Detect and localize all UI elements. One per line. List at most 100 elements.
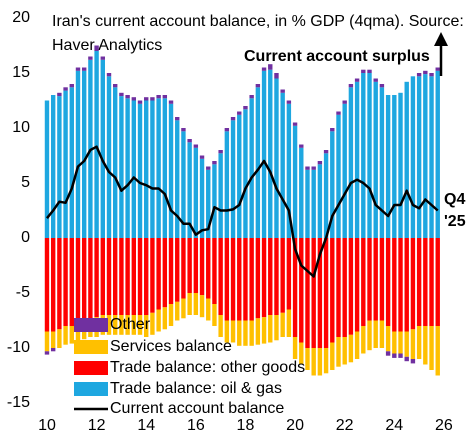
bar-segment bbox=[212, 164, 217, 238]
bar-segment bbox=[57, 96, 62, 238]
bar-segment bbox=[416, 73, 422, 77]
bar-segment bbox=[243, 109, 248, 238]
bar-segment bbox=[69, 84, 74, 88]
bar-segment bbox=[268, 238, 273, 315]
bar-segment bbox=[429, 76, 434, 238]
bar-segment bbox=[218, 238, 223, 315]
bar-segment bbox=[181, 131, 186, 238]
bar-segment bbox=[342, 103, 347, 238]
bar-segment bbox=[435, 238, 440, 326]
bar-segment bbox=[81, 70, 87, 238]
bar-segment bbox=[299, 144, 304, 148]
legend-label: Trade balance: oil & gas bbox=[110, 380, 282, 397]
x-tick-label: 12 bbox=[88, 417, 106, 434]
annotation: Current account surplus bbox=[244, 48, 430, 65]
bar-segment bbox=[113, 87, 118, 238]
legend-swatch bbox=[74, 340, 108, 354]
x-tick-label: 16 bbox=[187, 417, 205, 434]
bar-segment bbox=[274, 238, 279, 315]
chart-title: Haver Analytics bbox=[52, 37, 162, 54]
bar-segment bbox=[168, 103, 174, 238]
bar-segment bbox=[125, 238, 130, 315]
bar-segment bbox=[367, 69, 372, 73]
bar-segment bbox=[305, 238, 310, 348]
bar-segment bbox=[243, 106, 248, 110]
bar-segment bbox=[113, 238, 118, 315]
bar-segment bbox=[224, 238, 230, 321]
arrow-head bbox=[434, 32, 448, 46]
bar-segment bbox=[100, 56, 105, 60]
bar-segment bbox=[156, 309, 161, 332]
bar-segment bbox=[323, 150, 329, 154]
bar-segment bbox=[429, 326, 434, 370]
legend-label: Services balance bbox=[110, 338, 232, 355]
legend-swatch bbox=[74, 361, 108, 375]
bar-segment bbox=[199, 155, 205, 159]
bar-segment bbox=[429, 238, 434, 326]
bar-segment bbox=[237, 111, 242, 115]
bar-segment bbox=[206, 166, 211, 170]
bar-segment bbox=[361, 326, 366, 354]
bar-segment bbox=[162, 238, 168, 308]
bar-segment bbox=[286, 309, 292, 337]
x-tick-label: 10 bbox=[38, 417, 56, 434]
bar-segment bbox=[175, 120, 180, 238]
bar-segment bbox=[212, 238, 217, 304]
bar-segment bbox=[50, 95, 56, 238]
y-tick-label: 20 bbox=[12, 9, 30, 26]
chart-title: Iran's current account balance, in % GDP… bbox=[52, 13, 464, 30]
bar-segment bbox=[249, 95, 254, 99]
bar-segment bbox=[212, 304, 217, 326]
bar-segment bbox=[261, 238, 267, 318]
bar-segment bbox=[280, 89, 285, 93]
annotation: '25 bbox=[444, 213, 466, 230]
bar-segment bbox=[348, 84, 354, 88]
y-tick-label: 10 bbox=[12, 119, 30, 136]
bar-segment bbox=[317, 164, 323, 238]
bar-segment bbox=[410, 329, 416, 359]
bar-segment bbox=[342, 100, 347, 104]
bar-segment bbox=[63, 90, 68, 238]
bar-segment bbox=[268, 69, 273, 238]
bar-segment bbox=[230, 320, 236, 343]
bar-segment bbox=[330, 238, 335, 343]
bar-segment bbox=[410, 359, 416, 364]
y-tick-label: 0 bbox=[21, 229, 30, 246]
bar-segment bbox=[193, 147, 199, 238]
bar-segment bbox=[385, 326, 391, 352]
bar-segment bbox=[311, 166, 316, 170]
bar-segment bbox=[336, 111, 341, 115]
bar-segment bbox=[392, 331, 397, 354]
bar-segment bbox=[292, 122, 298, 126]
bar-segment bbox=[137, 100, 143, 104]
bar-segment bbox=[367, 320, 372, 351]
bar-segment bbox=[336, 337, 341, 367]
legend-label: Current account balance bbox=[110, 400, 284, 417]
bar-segment bbox=[81, 238, 87, 321]
bar-segment bbox=[274, 73, 279, 79]
bar-segment bbox=[423, 238, 428, 326]
bar-segment bbox=[274, 78, 279, 238]
bar-segment bbox=[423, 70, 428, 75]
bar-segment bbox=[144, 315, 149, 337]
bar-segment bbox=[361, 69, 366, 73]
bar-segment bbox=[119, 96, 124, 238]
bar-segment bbox=[398, 353, 403, 358]
bar-segment bbox=[199, 238, 205, 296]
bar-segment bbox=[317, 348, 323, 376]
bar-segment bbox=[168, 238, 174, 304]
bar-segment bbox=[63, 87, 68, 91]
bar-segment bbox=[150, 97, 155, 101]
bar-segment bbox=[255, 238, 261, 319]
x-tick-label: 22 bbox=[336, 417, 354, 434]
x-tick-label: 20 bbox=[286, 417, 304, 434]
x-tick-label: 24 bbox=[385, 417, 403, 434]
bar-segment bbox=[385, 95, 391, 238]
bar-segment bbox=[373, 81, 378, 238]
bar-segment bbox=[193, 238, 199, 293]
bar-segment bbox=[156, 98, 161, 238]
bar-segment bbox=[44, 238, 50, 332]
bar-segment bbox=[106, 73, 112, 77]
bar-segment bbox=[348, 334, 354, 363]
bar-segment bbox=[410, 238, 416, 330]
